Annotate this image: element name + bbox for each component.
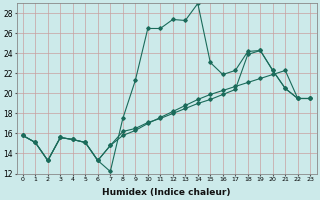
X-axis label: Humidex (Indice chaleur): Humidex (Indice chaleur)	[102, 188, 231, 197]
